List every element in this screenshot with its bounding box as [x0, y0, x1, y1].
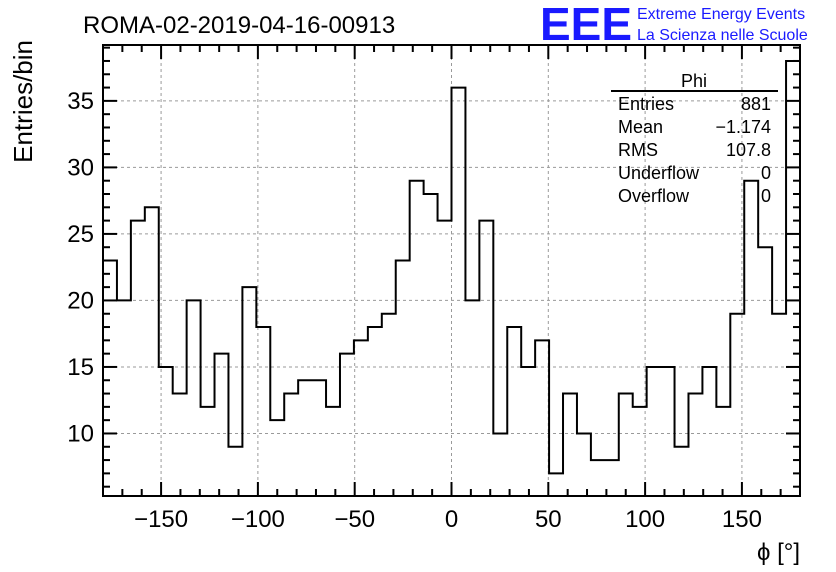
y-tick-label: 35 — [67, 88, 94, 115]
stats-label-overflow: Overflow — [618, 186, 690, 206]
histogram-line — [103, 59, 800, 475]
x-tick-label: −150 — [134, 506, 188, 533]
y-tick-label: 30 — [67, 154, 94, 181]
x-tick-label: 150 — [722, 506, 762, 533]
stats-value-mean: −1.174 — [715, 117, 771, 137]
y-tick-label: 10 — [67, 420, 94, 447]
x-tick-label: 100 — [625, 506, 665, 533]
stats-box: Phi Entries 881 Mean −1.174 RMS 107.8 Un… — [611, 71, 778, 206]
y-tick-label: 25 — [67, 221, 94, 248]
logo-line-1: Extreme Energy Events — [637, 6, 805, 23]
stats-value-overflow: 0 — [761, 186, 771, 206]
stats-label-rms: RMS — [618, 140, 658, 160]
stats-value-entries: 881 — [741, 94, 771, 114]
stats-label-mean: Mean — [618, 117, 663, 137]
x-tick-label: 0 — [445, 506, 458, 533]
x-tick-label: −50 — [334, 506, 375, 533]
stats-label-entries: Entries — [618, 94, 674, 114]
stats-value-underflow: 0 — [761, 163, 771, 183]
x-tick-label: 50 — [535, 506, 562, 533]
stats-label-underflow: Underflow — [618, 163, 700, 183]
logo-line-2: La Scienza nelle Scuole — [637, 27, 808, 44]
y-axis-label: Entries/bin — [8, 40, 38, 163]
x-axis-label: ϕ [°] — [757, 539, 800, 566]
axis-ticks — [102, 45, 801, 496]
y-tick-labels: 10 15 20 25 30 35 — [67, 88, 94, 448]
eee-logo: EEE — [540, 0, 632, 50]
x-tick-label: −100 — [231, 506, 285, 533]
x-tick-labels: −150 −100 −50 0 50 100 150 — [134, 506, 762, 533]
run-id-title: ROMA-02-2019-04-16-00913 — [83, 12, 395, 39]
y-tick-label: 20 — [67, 287, 94, 314]
stats-value-rms: 107.8 — [726, 140, 771, 160]
y-tick-label: 15 — [67, 354, 94, 381]
stats-title: Phi — [681, 71, 707, 91]
